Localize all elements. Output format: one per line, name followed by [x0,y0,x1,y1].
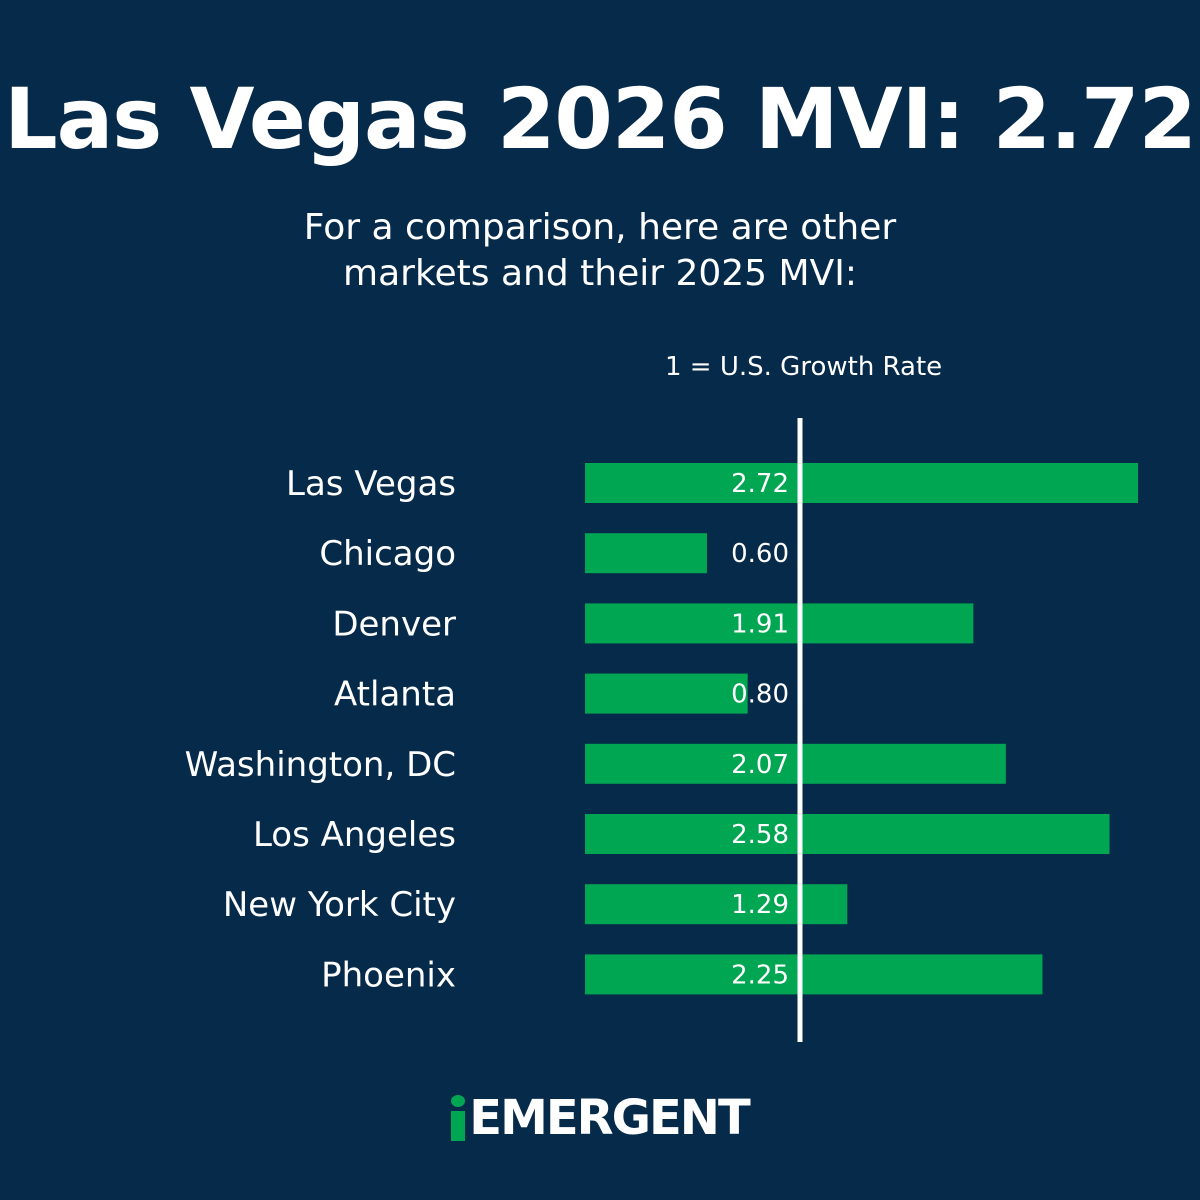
brand-logo: EMERGENT [0,1090,1200,1146]
value-label: 2.58 [731,820,789,850]
category-label: Los Angeles [253,815,456,855]
value-label: 2.07 [731,750,789,780]
category-label: Phoenix [321,955,456,995]
value-label: 0.60 [731,539,789,569]
reference-line-label: 1 = U.S. Growth Rate [665,352,943,382]
value-label: 1.91 [731,609,789,639]
category-label: Atlanta [334,675,456,715]
bar-los-angeles [585,814,1110,854]
value-label: 2.25 [731,960,789,990]
value-label: 1.29 [731,890,789,920]
bar-phoenix [585,954,1043,995]
value-label: 0.80 [731,680,789,710]
category-label: Chicago [319,534,456,574]
subtitle-line-1: For a comparison, here are other [303,207,897,248]
bar-denver [585,603,974,644]
chart-subtitle: For a comparison, here are other markets… [0,205,1200,297]
category-label: New York City [223,885,456,925]
category-label: Denver [332,604,456,644]
bar-atlanta [585,673,748,714]
bar-las-vegas [585,463,1138,503]
category-label: Washington, DC [185,745,456,785]
bar-washington-dc [585,743,1006,784]
bar-chicago [585,533,707,574]
value-label: 2.72 [731,469,789,499]
bar-new-york-city [585,884,848,925]
logo-i-mark-icon [451,1095,466,1141]
category-label: Las Vegas [286,464,456,504]
logo-text: EMERGENT [469,1090,750,1146]
chart-title: Las Vegas 2026 MVI: 2.72 [4,70,1197,168]
subtitle-line-2: markets and their 2025 MVI: [343,253,857,294]
